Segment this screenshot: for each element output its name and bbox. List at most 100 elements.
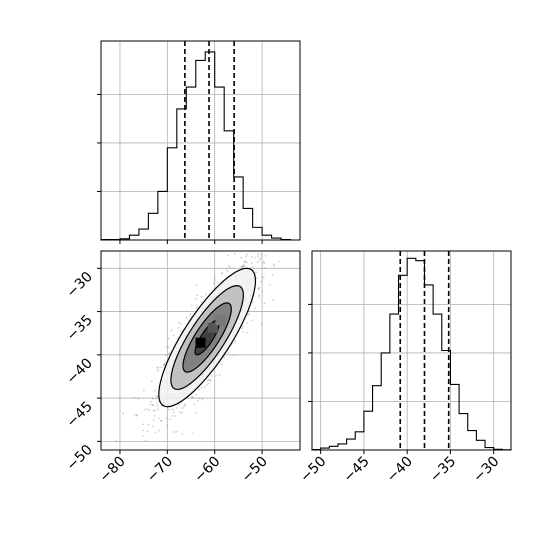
scatter-point: [184, 404, 187, 407]
scatter-point: [256, 261, 259, 263]
scatter-point: [164, 354, 167, 356]
scatter-point: [201, 398, 204, 401]
scatter-point: [166, 424, 168, 427]
scatter-point: [142, 423, 145, 426]
scatter-point: [193, 403, 196, 406]
scatter-point: [195, 307, 198, 309]
scatter-point: [203, 386, 206, 389]
scatter-point: [215, 374, 218, 377]
scatter-point: [260, 276, 263, 279]
scatter-point: [197, 388, 200, 391]
scatter-point: [233, 267, 235, 269]
scatter-point: [149, 403, 152, 406]
scatter-point: [175, 430, 178, 433]
y-marginal-histogram: [311, 257, 512, 451]
scatter-point: [255, 271, 258, 274]
scatter-point: [191, 397, 194, 400]
scatter-point: [184, 403, 187, 406]
y-marginal-frame: [311, 250, 512, 451]
scatter-point: [206, 384, 208, 386]
scatter-point: [245, 321, 248, 324]
scatter-point: [198, 397, 201, 400]
scatter-point: [173, 431, 176, 434]
scatter-point: [263, 302, 266, 305]
scatter-point: [210, 375, 213, 378]
scatter-point: [168, 351, 171, 354]
scatter-point: [172, 334, 175, 337]
scatter-point: [146, 430, 149, 433]
scatter-point: [252, 266, 255, 268]
scatter-point: [260, 323, 263, 326]
scatter-point: [190, 305, 193, 307]
scatter-point: [241, 265, 244, 268]
scatter-point: [153, 415, 156, 417]
scatter-point: [147, 423, 150, 426]
scatter-point: [195, 393, 197, 396]
scatter-point: [115, 440, 118, 442]
scatter-point: [152, 425, 154, 428]
scatter-point: [160, 420, 163, 422]
scatter-point: [122, 412, 124, 415]
scatter-point: [256, 277, 258, 280]
scatter-point: [152, 419, 155, 421]
scatter-point: [251, 301, 254, 304]
scatter-point: [151, 397, 154, 400]
scatter-point: [155, 397, 158, 400]
scatter-point: [218, 374, 221, 376]
scatter-point: [181, 433, 184, 435]
scatter-point: [242, 266, 245, 268]
scatter-point: [209, 378, 212, 381]
scatter-point: [157, 408, 159, 411]
scatter-point: [150, 380, 153, 383]
scatter-point: [243, 260, 245, 263]
scatter-point: [251, 319, 254, 322]
scatter-point: [227, 254, 229, 257]
scatter-point: [242, 264, 245, 267]
scatter-point: [246, 331, 249, 334]
scatter-point: [232, 342, 235, 344]
scatter-point: [144, 439, 147, 442]
scatter-point: [192, 432, 195, 435]
scatter-point: [178, 321, 180, 324]
scatter-point: [167, 352, 170, 355]
scatter-point: [228, 352, 230, 354]
scatter-point: [144, 408, 146, 411]
scatter-point: [259, 257, 262, 260]
scatter-point: [213, 276, 216, 279]
scatter-point: [195, 284, 198, 286]
scatter-point: [154, 431, 157, 434]
scatter-point: [233, 354, 235, 357]
scatter-point: [243, 261, 246, 264]
scatter-point: [167, 337, 170, 340]
scatter-point: [142, 435, 144, 438]
scatter-point: [260, 280, 263, 283]
scatter-point: [273, 263, 276, 266]
scatter-point: [244, 255, 247, 258]
scatter-point: [200, 301, 203, 304]
scatter-point: [242, 331, 244, 333]
scatter-point: [185, 316, 188, 319]
scatter-point: [259, 253, 262, 256]
scatter-point: [221, 272, 224, 274]
scatter-point: [245, 261, 248, 264]
scatter-point: [152, 404, 155, 406]
scatter-point: [200, 386, 203, 389]
scatter-point: [171, 415, 174, 417]
scatter-point: [257, 253, 259, 255]
scatter-point: [151, 404, 154, 407]
scatter-point: [172, 408, 174, 411]
scatter-point: [257, 287, 260, 290]
scatter-point: [263, 267, 266, 269]
scatter-point: [246, 253, 249, 256]
scatter-point: [261, 290, 264, 293]
scatter-point: [248, 310, 251, 313]
x-marginal-frame: [100, 40, 301, 241]
scatter-point: [153, 389, 156, 392]
scatter-point: [212, 282, 215, 285]
joint-ticks: [97, 267, 263, 454]
scatter-point: [264, 255, 267, 257]
scatter-point: [152, 409, 155, 412]
scatter-point: [241, 327, 244, 330]
scatter-point: [165, 346, 168, 348]
